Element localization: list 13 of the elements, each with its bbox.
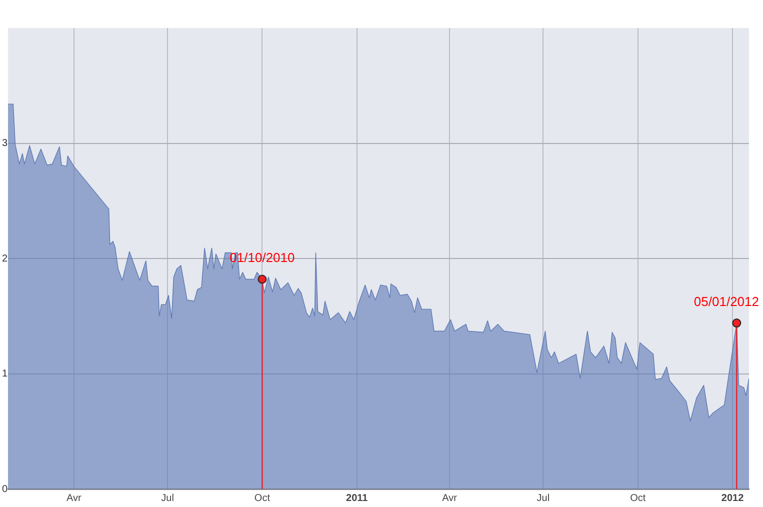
x-tick-label: Oct — [254, 492, 270, 504]
x-tick-label: 2012 — [721, 492, 744, 504]
x-tick-label: Oct — [630, 492, 646, 504]
x-tick-label: Jul — [536, 492, 550, 504]
y-tick-label: 1 — [2, 368, 8, 380]
x-tick-label: Avr — [66, 492, 82, 504]
x-tick-label: Jul — [161, 492, 174, 504]
y-tick-label: 2 — [2, 253, 8, 264]
y-tick-label: 0 — [2, 484, 8, 495]
x-tick-label: Avr — [442, 492, 458, 504]
x-tick-label: 2011 — [346, 492, 368, 504]
ref-line-label: 05/01/2012 — [694, 294, 760, 310]
y-tick-label: 3 — [2, 138, 8, 149]
